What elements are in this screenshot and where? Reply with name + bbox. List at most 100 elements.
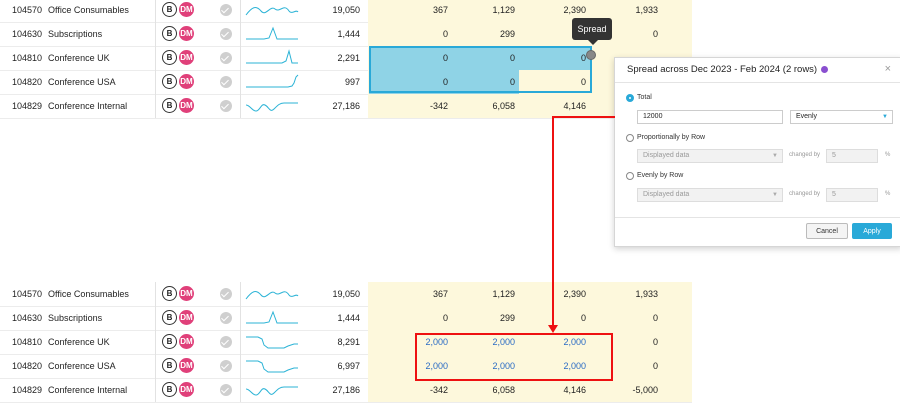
total-radio[interactable] [626, 94, 634, 102]
month-cells-background [368, 282, 692, 306]
table-row[interactable]: 104570 Office Consumables B DM 19,050 367… [0, 0, 692, 23]
month-cell[interactable]: 2,390 [563, 5, 586, 15]
month-cell[interactable]: 6,058 [492, 101, 515, 111]
month-cell[interactable]: 1,129 [492, 5, 515, 15]
proportional-radio[interactable] [626, 134, 634, 142]
check-icon[interactable] [220, 4, 232, 16]
avatar[interactable]: DM [179, 74, 194, 89]
month-cell[interactable]: 2,000 [425, 337, 448, 347]
month-cell[interactable]: 1,933 [635, 289, 658, 299]
check-icon[interactable] [220, 52, 232, 64]
account-name: Conference Internal [48, 385, 128, 395]
table-row[interactable]: 104810 Conference UK B DM 8,291 2,000 2,0… [0, 330, 692, 355]
month-cell[interactable]: 0 [652, 313, 658, 323]
month-cell[interactable]: 1,129 [492, 289, 515, 299]
selected-cells[interactable] [369, 46, 592, 70]
avatar[interactable]: B [162, 310, 177, 325]
avatar[interactable]: DM [179, 2, 194, 17]
month-cell[interactable]: 0 [580, 313, 586, 323]
total-cell: 1,444 [337, 313, 360, 323]
month-cell[interactable]: 2,390 [563, 289, 586, 299]
avatar[interactable]: B [162, 334, 177, 349]
month-cell[interactable]: 2,000 [563, 361, 586, 371]
avatar[interactable]: DM [179, 98, 194, 113]
avatar[interactable]: DM [179, 334, 194, 349]
month-cell[interactable]: 2,000 [492, 361, 515, 371]
avatar[interactable]: DM [179, 286, 194, 301]
month-cell[interactable]: 299 [499, 29, 515, 39]
avatar[interactable]: DM [179, 382, 194, 397]
check-icon[interactable] [220, 336, 232, 348]
month-cell[interactable]: 0 [509, 53, 515, 63]
month-cell[interactable]: 0 [442, 53, 448, 63]
avatar[interactable]: DM [179, 310, 194, 325]
month-cell[interactable]: 0 [442, 29, 448, 39]
month-cell[interactable]: 2,000 [563, 337, 586, 347]
month-cell[interactable]: 4,146 [563, 101, 586, 111]
month-cell[interactable]: -342 [429, 385, 448, 395]
table-row[interactable]: 104570 Office Consumables B DM 19,050 367… [0, 282, 692, 307]
month-cell[interactable]: 367 [432, 289, 448, 299]
proportional-changed-label: changed by [789, 152, 821, 158]
month-cell[interactable]: 0 [580, 77, 586, 87]
proportional-percent-input[interactable]: 5 [826, 149, 878, 163]
cancel-button[interactable]: Cancel [806, 223, 848, 239]
month-cell[interactable]: -5,000 [632, 385, 658, 395]
method-select[interactable]: Evenly ▼ [790, 110, 893, 124]
table-row[interactable]: 104820 Conference USA B DM 6,997 2,000 2,… [0, 354, 692, 379]
check-icon[interactable] [220, 76, 232, 88]
month-cell[interactable]: 0 [652, 337, 658, 347]
check-icon[interactable] [220, 288, 232, 300]
table-row[interactable]: 104829 Conference Internal B DM 27,186 -3… [0, 378, 692, 403]
avatar[interactable]: B [162, 382, 177, 397]
close-icon[interactable]: × [884, 63, 891, 75]
selected-cells[interactable] [369, 70, 519, 94]
month-cell[interactable]: 299 [499, 313, 515, 323]
avatar[interactable]: DM [179, 50, 194, 65]
proportional-source-select[interactable]: Displayed data ▼ [637, 149, 783, 163]
avatars: B DM [160, 22, 220, 46]
avatars: B DM [160, 330, 220, 354]
avatar[interactable]: B [162, 358, 177, 373]
avatar[interactable]: DM [179, 26, 194, 41]
month-cell[interactable]: 4,146 [563, 385, 586, 395]
month-cell[interactable]: 0 [652, 361, 658, 371]
selected-range[interactable] [369, 46, 592, 93]
percent-sign: % [885, 191, 891, 197]
month-cell[interactable]: 367 [432, 5, 448, 15]
total-input[interactable]: 12000 [637, 110, 783, 124]
avatar[interactable]: B [162, 2, 177, 17]
account-name: Conference UK [48, 337, 110, 347]
month-cell[interactable]: 1,933 [635, 5, 658, 15]
apply-button[interactable]: Apply [852, 223, 892, 239]
spread-handle-icon[interactable] [586, 50, 596, 60]
evenly-percent-input[interactable]: 5 [826, 188, 878, 202]
check-icon[interactable] [220, 360, 232, 372]
avatar[interactable]: B [162, 50, 177, 65]
evenly-radio[interactable] [626, 172, 634, 180]
month-cell[interactable]: -342 [429, 101, 448, 111]
account-cell: 104810 Conference UK [12, 330, 157, 354]
evenly-source-select[interactable]: Displayed data ▼ [637, 188, 783, 202]
month-cell[interactable]: 0 [652, 29, 658, 39]
avatar[interactable]: B [162, 26, 177, 41]
avatar[interactable]: B [162, 98, 177, 113]
month-cell[interactable]: 0 [509, 77, 515, 87]
month-cell[interactable]: 0 [442, 313, 448, 323]
avatar[interactable]: B [162, 286, 177, 301]
check-icon[interactable] [220, 384, 232, 396]
sparkline [246, 26, 298, 40]
check-icon[interactable] [220, 100, 232, 112]
check-icon[interactable] [220, 312, 232, 324]
month-cell[interactable]: 6,058 [492, 385, 515, 395]
info-icon[interactable] [821, 65, 829, 73]
month-cell[interactable]: 0 [580, 53, 586, 63]
avatar[interactable]: B [162, 74, 177, 89]
avatar[interactable]: DM [179, 358, 194, 373]
month-cell[interactable]: 0 [442, 77, 448, 87]
check-icon[interactable] [220, 28, 232, 40]
month-cell[interactable]: 2,000 [425, 361, 448, 371]
month-cell[interactable]: 2,000 [492, 337, 515, 347]
